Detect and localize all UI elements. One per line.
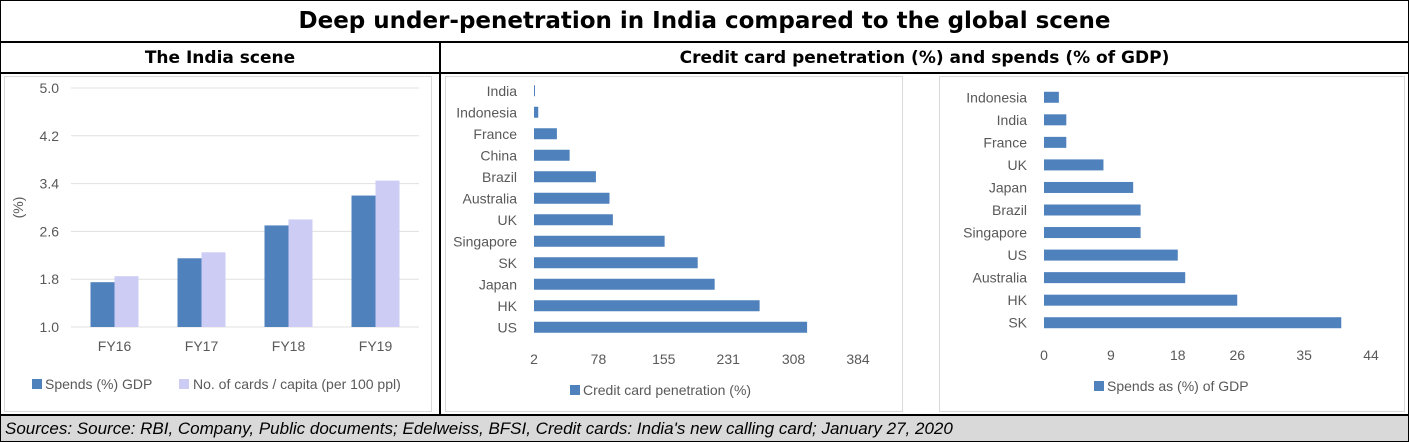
y-axis-label: (%) bbox=[10, 197, 26, 219]
bar-japan bbox=[534, 278, 715, 290]
category-label: Singapore bbox=[453, 233, 517, 249]
card-penetration-chart: India Indonesia France China Brazil Australia… bbox=[453, 83, 870, 398]
bar-india bbox=[1044, 114, 1067, 126]
bar-fy16-s2 bbox=[114, 276, 139, 327]
legend-label-spends: Spends (%) GDP bbox=[45, 376, 152, 392]
bar-india bbox=[534, 85, 535, 97]
bar-us bbox=[1044, 249, 1178, 261]
x-tick-label: 26 bbox=[1229, 347, 1245, 363]
category-label: China bbox=[480, 147, 517, 163]
india-scene-chart: 5.0 4.2 3.4 2.6 1.8 1.0 (%) FY16 FY17 FY18 FY19 Spe… bbox=[10, 80, 419, 392]
x-tick-label: 35 bbox=[1296, 347, 1312, 363]
bar-australia bbox=[534, 192, 610, 204]
bar-hk bbox=[534, 300, 760, 312]
y-tick-label: 3.4 bbox=[40, 176, 60, 192]
india-scene-panel: 5.0 4.2 3.4 2.6 1.8 1.0 (%) FY16 FY17 FY18 FY19 Spe… bbox=[4, 76, 432, 412]
bar-singapore bbox=[534, 235, 665, 247]
x-tick-label: 308 bbox=[782, 351, 806, 367]
category-label: US bbox=[1008, 247, 1027, 263]
bar-fy19-s2 bbox=[375, 180, 400, 327]
bar-singapore bbox=[1044, 227, 1141, 239]
y-tick-label: 1.0 bbox=[40, 319, 60, 335]
x-tick-label: 231 bbox=[717, 351, 741, 367]
y-tick-label: 4.2 bbox=[40, 128, 60, 144]
spends-panel: Indonesia India France UK Japan Brazil Singapo… bbox=[939, 76, 1405, 412]
page-title: Deep under-penetration in India compared… bbox=[1, 1, 1408, 43]
x-tick-label: 155 bbox=[652, 351, 676, 367]
bar-fy16-s1 bbox=[90, 282, 115, 327]
legend-label: Credit card penetration (%) bbox=[583, 382, 751, 398]
spends-gdp-chart: Indonesia India France UK Japan Brazil Singapo… bbox=[963, 89, 1379, 394]
bar-fy17-s2 bbox=[201, 252, 226, 327]
category-label: Singapore bbox=[963, 225, 1027, 241]
category-label: Australia bbox=[973, 270, 1028, 286]
bar-france bbox=[534, 128, 557, 140]
category-label: HK bbox=[498, 298, 518, 314]
left-panel-header: The India scene bbox=[1, 43, 439, 74]
category-label: Indonesia bbox=[456, 104, 517, 120]
legend-swatch bbox=[570, 385, 580, 395]
category-label: UK bbox=[498, 212, 518, 228]
bar-fy19-s1 bbox=[351, 195, 376, 327]
category-label: France bbox=[983, 134, 1027, 150]
category-label: UK bbox=[1008, 157, 1028, 173]
bar-china bbox=[534, 149, 570, 161]
bar-japan bbox=[1044, 181, 1134, 193]
x-tick-label: 2 bbox=[530, 351, 538, 367]
legend-swatch bbox=[1094, 381, 1104, 391]
x-tick-label: 0 bbox=[1040, 347, 1048, 363]
source-footer: Sources: Source: RBI, Company, Public do… bbox=[1, 414, 1408, 441]
y-tick-label: 5.0 bbox=[40, 80, 60, 96]
bar-us bbox=[534, 321, 808, 333]
category-label: Brazil bbox=[992, 202, 1027, 218]
x-tick-label: FY19 bbox=[359, 338, 393, 354]
bar-sk bbox=[534, 257, 698, 269]
category-label: Japan bbox=[989, 179, 1027, 195]
bar-uk bbox=[534, 214, 613, 226]
right-panel-header: Credit card penetration (%) and spends (… bbox=[441, 43, 1408, 74]
category-label: India bbox=[487, 83, 518, 99]
x-tick-label: 78 bbox=[591, 351, 607, 367]
x-tick-label: FY16 bbox=[98, 338, 132, 354]
y-tick-label: 1.8 bbox=[40, 271, 60, 287]
bar-fy18-s1 bbox=[264, 225, 289, 327]
category-label: HK bbox=[1008, 292, 1028, 308]
category-label: Australia bbox=[463, 190, 518, 206]
panel-divider bbox=[439, 43, 441, 414]
bar-hk bbox=[1044, 294, 1238, 306]
bar-brazil bbox=[1044, 204, 1141, 216]
bar-fy17-s1 bbox=[177, 258, 202, 327]
bar-indonesia bbox=[534, 106, 539, 118]
category-label: Brazil bbox=[482, 169, 517, 185]
category-label: Indonesia bbox=[966, 89, 1027, 105]
penetration-panel: India Indonesia France China Brazil Australia… bbox=[445, 76, 903, 412]
category-label: Japan bbox=[479, 276, 517, 292]
x-tick-label: 44 bbox=[1363, 347, 1379, 363]
x-tick-label: 9 bbox=[1107, 347, 1115, 363]
category-label: SK bbox=[498, 255, 517, 271]
legend-swatch-spends bbox=[32, 379, 42, 389]
category-label: France bbox=[473, 126, 517, 142]
category-label: SK bbox=[1008, 315, 1027, 331]
bar-france bbox=[1044, 136, 1067, 148]
bar-sk bbox=[1044, 317, 1342, 329]
legend-swatch-cards bbox=[179, 379, 189, 389]
category-label: US bbox=[498, 319, 517, 335]
category-label: India bbox=[997, 112, 1028, 128]
legend-label-cards: No. of cards / capita (per 100 ppl) bbox=[193, 376, 401, 392]
legend-label: Spends as (%) of GDP bbox=[1107, 378, 1249, 394]
x-tick-label: 18 bbox=[1170, 347, 1186, 363]
bar-brazil bbox=[534, 171, 596, 183]
bar-uk bbox=[1044, 159, 1104, 171]
x-tick-label: FY18 bbox=[272, 338, 306, 354]
bar-indonesia bbox=[1044, 91, 1059, 103]
x-tick-label: 384 bbox=[846, 351, 870, 367]
bar-fy18-s2 bbox=[288, 219, 313, 327]
x-tick-label: FY17 bbox=[185, 338, 219, 354]
bar-australia bbox=[1044, 272, 1186, 284]
y-tick-label: 2.6 bbox=[40, 223, 60, 239]
